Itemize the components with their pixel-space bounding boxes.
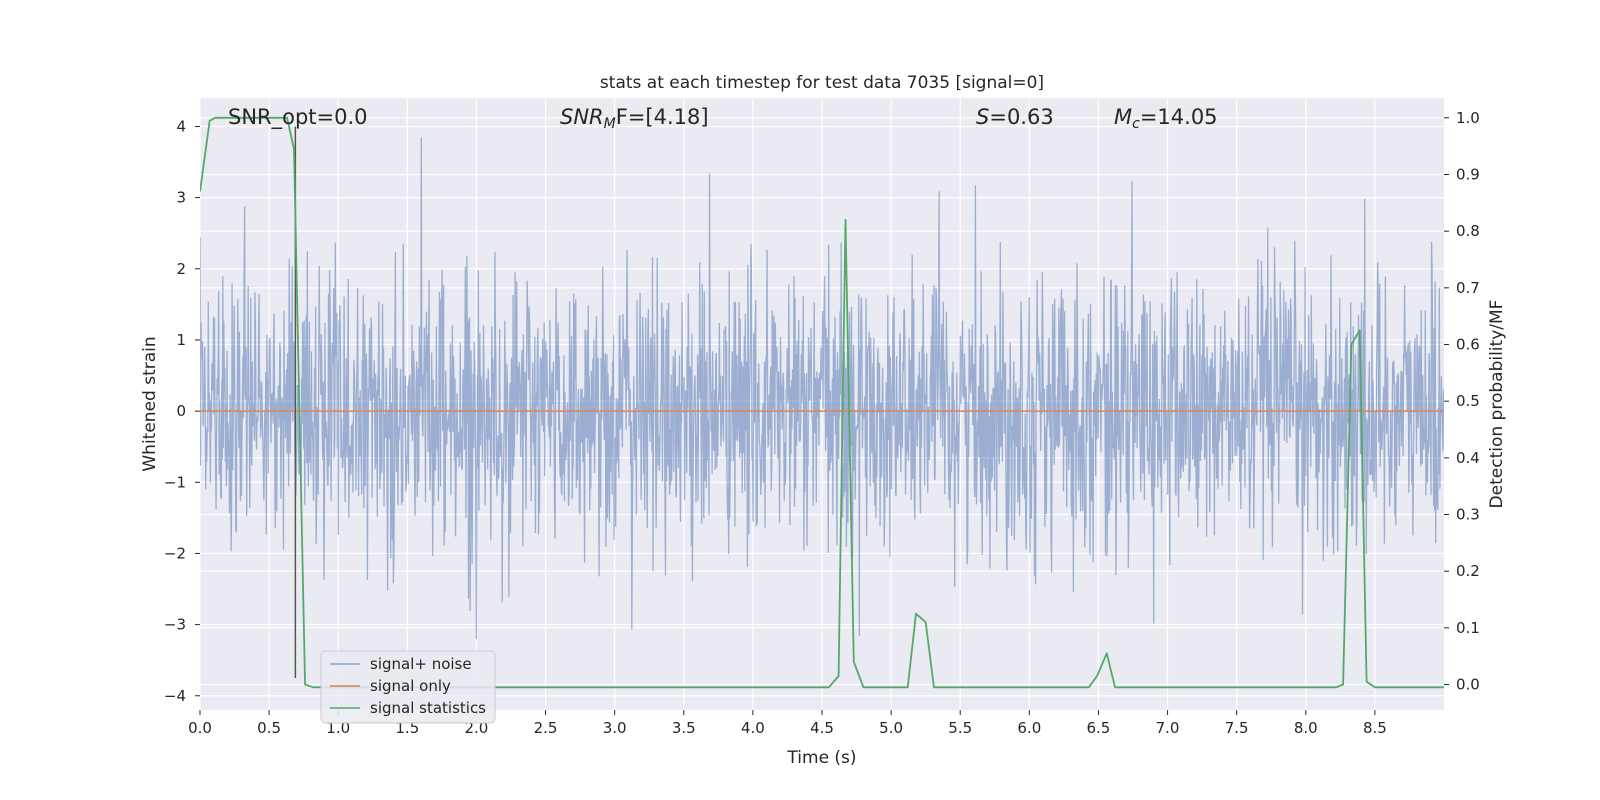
annotation-snr-mf: SNRMF=[4.18] — [560, 105, 709, 132]
x-tick-label: 5.5 — [948, 719, 972, 737]
y-tick-label-right: 0.0 — [1456, 676, 1480, 694]
y-tick-label-right: 0.8 — [1456, 222, 1480, 240]
y-tick-label-left: −4 — [164, 687, 186, 705]
series-signal-noise — [200, 137, 1444, 640]
y-tick-label-right: 0.9 — [1456, 166, 1480, 184]
x-tick-label: 8.0 — [1294, 719, 1318, 737]
x-tick-label: 6.0 — [1017, 719, 1041, 737]
y-tick-label-left: −1 — [164, 473, 186, 491]
annotation-mc: Mc=14.05 — [1114, 105, 1218, 132]
y-tick-label-left: −3 — [164, 616, 186, 634]
x-tick-label: 4.0 — [741, 719, 765, 737]
y-tick-label-left: 3 — [176, 189, 186, 207]
legend-label-signal-noise: signal+ noise — [370, 655, 472, 673]
annotation-s: S=0.63 — [976, 105, 1054, 129]
y-tick-label-left: 0 — [176, 402, 186, 420]
annotation-snr-opt: SNR_opt=0.0 — [228, 105, 368, 130]
x-tick-label: 5.0 — [879, 719, 903, 737]
x-tick-label: 2.5 — [534, 719, 558, 737]
y-axis-label-right: Detection probability/MF — [1487, 300, 1507, 509]
y-tick-label-left: −2 — [164, 544, 186, 562]
line-signal-statistics — [200, 116, 1444, 689]
legend-box — [320, 650, 496, 724]
y-tick-label-right: 0.2 — [1456, 562, 1480, 580]
y-tick-label-right: 0.5 — [1456, 392, 1480, 410]
legend-label-signal-only: signal only — [370, 677, 451, 695]
x-tick-label: 8.5 — [1363, 719, 1387, 737]
y-tick-label-right: 0.1 — [1456, 619, 1480, 637]
y-tick-label-right: 0.7 — [1456, 279, 1480, 297]
y-tick-label-right: 0.3 — [1456, 506, 1480, 524]
y-tick-label-right: 0.6 — [1456, 336, 1480, 354]
x-tick-label: 3.0 — [603, 719, 627, 737]
line-signal-noise — [200, 137, 1444, 640]
x-tick-label: 4.5 — [810, 719, 834, 737]
y-tick-label-right: 0.4 — [1456, 449, 1480, 467]
legend: signal+ noise signal only signal statist… — [320, 650, 496, 724]
x-tick-label: 7.5 — [1225, 719, 1249, 737]
legend-label-signal-statistics: signal statistics — [370, 699, 486, 717]
y-tick-label-right: 1.0 — [1456, 109, 1480, 127]
y-tick-label-left: 1 — [176, 331, 186, 349]
axis-ticks: 0.0 0.5 1.0 1.5 2.0 2.5 3.0 3.5 4.0 4.5 5.0 5.5 6.0 6… — [164, 109, 1480, 737]
x-tick-label: 3.5 — [672, 719, 696, 737]
y-axis-label-left: Whitened strain — [140, 336, 160, 471]
x-axis-label: Time (s) — [786, 748, 856, 768]
y-tick-label-left: 2 — [176, 260, 186, 278]
x-tick-label: 6.5 — [1087, 719, 1111, 737]
y-tick-label-left: 4 — [176, 117, 186, 135]
series-lines — [200, 116, 1444, 689]
x-tick-label: 0.5 — [257, 719, 281, 737]
x-tick-label: 0.0 — [188, 719, 212, 737]
x-tick-label: 7.0 — [1156, 719, 1180, 737]
grid-lines — [199, 98, 1444, 710]
chart-title: stats at each timestep for test data 703… — [600, 73, 1044, 93]
